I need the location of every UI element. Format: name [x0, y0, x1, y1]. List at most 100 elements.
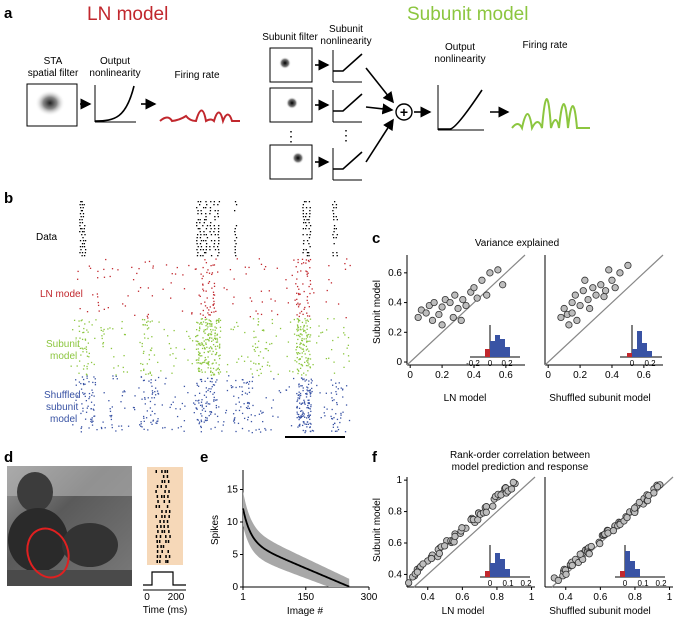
spike-tick [233, 422, 236, 424]
spike-tick [296, 330, 299, 332]
spike-tick [164, 490, 166, 493]
spike-tick [168, 342, 171, 345]
data-point [586, 304, 594, 313]
spike-tick [214, 338, 217, 340]
spike-tick [273, 378, 275, 380]
spike-tick [149, 371, 151, 373]
histogram-bar [627, 353, 632, 357]
spike-tick [232, 413, 235, 415]
raster-row-label-subunit-1: Subunit [46, 339, 80, 350]
panel-f: f Rank-order correlation between model p… [372, 449, 674, 617]
y-tick-label: 0.4 [388, 569, 402, 580]
spike-tick [308, 350, 310, 352]
spike-tick [290, 425, 293, 427]
spike-tick [166, 520, 169, 523]
spike-tick [199, 355, 201, 357]
x-tick-label: 150 [297, 592, 314, 603]
spike-tick [337, 428, 340, 431]
spike-tick [141, 345, 143, 348]
y-tick-label: 0.6 [388, 268, 402, 279]
spike-tick [200, 246, 203, 248]
spike-tick [101, 427, 103, 430]
spike-tick [92, 381, 94, 384]
spike-tick [197, 322, 199, 324]
spike-tick [229, 268, 232, 271]
spike-tick [81, 228, 83, 230]
spike-tick [214, 426, 216, 429]
spike-tick [302, 330, 305, 332]
spike-tick [302, 313, 304, 315]
spike-raster [70, 201, 351, 434]
spike-tick [233, 395, 235, 397]
spike-tick [235, 243, 237, 245]
spike-tick [155, 515, 157, 518]
spike-tick [209, 231, 211, 233]
spike-tick [296, 413, 299, 415]
subunit-filter-image [292, 152, 304, 164]
spike-tick [95, 319, 97, 321]
spike-tick [309, 389, 311, 391]
spike-tick [210, 234, 213, 236]
spike-tick [299, 312, 301, 314]
spike-tick [243, 360, 246, 362]
spike-tick [251, 387, 254, 389]
spike-tick [208, 323, 211, 325]
spike-tick [210, 331, 213, 333]
spike-tick [172, 401, 174, 403]
spike-tick [79, 228, 82, 230]
spike-tick [306, 392, 308, 394]
spike-tick [81, 201, 83, 203]
spike-tick [81, 338, 84, 341]
spike-tick [79, 219, 81, 221]
spike-tick [241, 386, 243, 388]
spike-tick [209, 403, 211, 405]
spike-tick [306, 273, 308, 275]
spike-tick [150, 349, 152, 352]
spike-tick [103, 308, 105, 311]
spike-tick [89, 267, 92, 269]
spike-tick [305, 207, 308, 209]
panel-f-xlabel-left: LN model [442, 606, 485, 617]
spike-tick [247, 416, 249, 418]
spike-tick [198, 357, 200, 359]
spike-tick [164, 426, 166, 429]
spike-tick [305, 270, 307, 272]
spike-tick [296, 278, 298, 280]
spike-tick [148, 358, 151, 361]
spike-tick [154, 394, 157, 396]
spike-tick [335, 390, 337, 393]
spike-tick [205, 318, 208, 320]
spike-tick [331, 417, 333, 420]
spike-tick [262, 329, 265, 331]
panel-f-xlabel-right: Shuffled subunit model [549, 606, 651, 617]
spike-tick [296, 303, 298, 306]
panel-c-label: c [372, 230, 380, 247]
spike-tick [161, 404, 163, 406]
stimulus-time-course [143, 571, 186, 586]
spike-tick [309, 283, 312, 285]
spike-tick [272, 399, 274, 401]
spike-tick [304, 430, 307, 432]
data-point [557, 313, 565, 322]
data-point [576, 550, 584, 558]
spike-tick [209, 333, 212, 335]
spike-tick [84, 252, 87, 254]
spike-tick [209, 213, 211, 215]
spike-tick [233, 278, 235, 280]
spike-tick [210, 411, 213, 414]
spike-tick [251, 431, 253, 434]
spike-tick [165, 264, 168, 266]
spike-tick [214, 335, 216, 337]
x-tick-label: 0.6 [593, 592, 607, 603]
spike-tick [297, 318, 300, 320]
spike-tick [297, 338, 299, 341]
spike-tick [115, 374, 117, 376]
spike-tick [211, 325, 213, 327]
spike-tick [257, 324, 259, 326]
spike-tick [83, 204, 85, 206]
spike-tick [217, 213, 219, 215]
spike-tick [233, 296, 235, 298]
spike-tick [203, 340, 205, 342]
spike-tick [302, 429, 304, 432]
